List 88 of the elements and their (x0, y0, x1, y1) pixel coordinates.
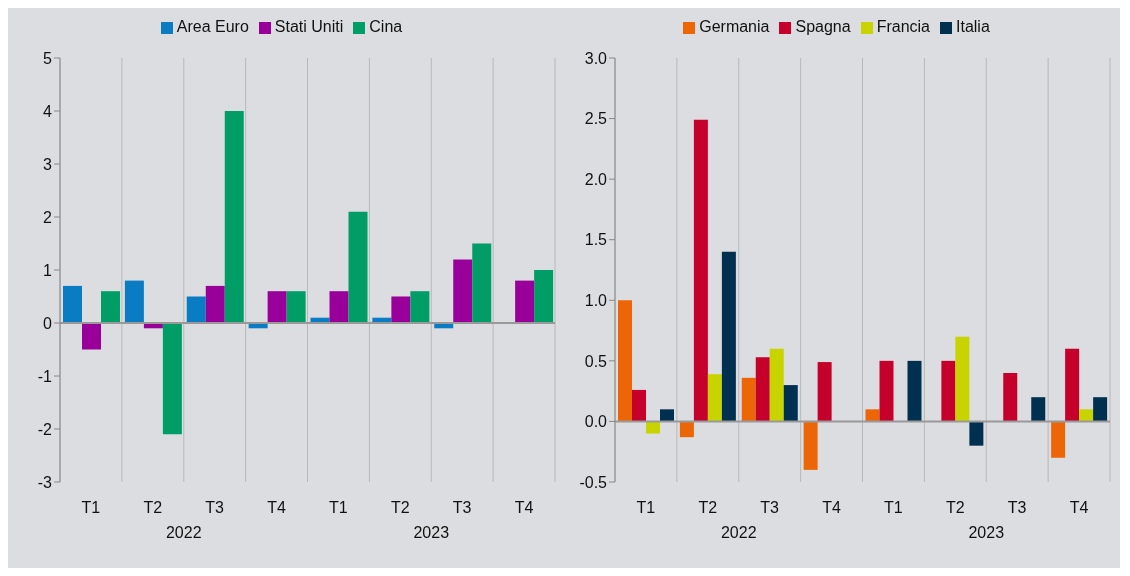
y-tick-label: -2 (37, 420, 53, 438)
bar (205, 285, 225, 323)
y-tick-label: -1 (37, 367, 53, 385)
bar (941, 360, 956, 422)
legend-label: Area Euro (176, 18, 249, 35)
bar (101, 291, 120, 323)
bar (63, 285, 82, 323)
bar (515, 280, 535, 323)
bar (472, 243, 492, 323)
x-tick-label: T2 (143, 499, 163, 517)
bar (267, 291, 287, 323)
bar (741, 377, 756, 422)
bar (707, 374, 722, 422)
bar (632, 389, 646, 422)
y-tick-label: 0.5 (584, 352, 608, 370)
y-tick-label: 1 (43, 261, 53, 279)
bar (1031, 397, 1046, 422)
x-tick-label: T2 (390, 499, 410, 517)
x-tick-label: T2 (698, 499, 718, 517)
bar (410, 291, 430, 323)
x-tick-label: T3 (452, 499, 472, 517)
text: 2022 (719, 524, 758, 542)
y-tick-label: 5 (43, 49, 53, 67)
bar (679, 421, 694, 438)
legend-label: Germania (699, 18, 770, 35)
x-tick-label: T4 (1069, 499, 1089, 517)
legend-label: Cina (369, 18, 403, 35)
bar (162, 323, 182, 435)
bar (534, 270, 554, 323)
bar (186, 296, 206, 323)
x-tick-label: T1 (884, 499, 903, 517)
text: 2023 (412, 524, 451, 542)
bar (646, 421, 660, 434)
x-tick-label: T2 (945, 499, 965, 517)
bar (879, 360, 894, 422)
legend-label: Spagna (795, 18, 851, 35)
x-tick-label: T1 (636, 499, 656, 517)
x-tick-label: T3 (760, 499, 780, 517)
bar (124, 280, 144, 323)
legend-label: Stati Uniti (274, 18, 344, 35)
bar (348, 211, 368, 323)
x-tick-label: T4 (514, 499, 534, 517)
bar (1003, 372, 1018, 422)
bar (660, 409, 674, 422)
y-tick-label: -0.5 (579, 473, 608, 491)
bar (907, 360, 922, 422)
bar (1079, 409, 1094, 422)
bar (329, 291, 349, 323)
bar (969, 421, 984, 446)
x-tick-label: T3 (1007, 499, 1027, 517)
bar (865, 409, 880, 422)
bar (803, 421, 818, 470)
x-tick-label: T4 (822, 499, 841, 517)
bar (693, 119, 708, 422)
y-tick-label: 0 (43, 314, 53, 332)
y-tick-label: 1.0 (584, 291, 608, 309)
bar (769, 348, 784, 422)
y-tick-label: 2 (43, 208, 53, 226)
bar (224, 111, 244, 323)
x-tick-label: T1 (329, 499, 348, 517)
text: 2022 (164, 524, 203, 542)
y-tick-label: 2.5 (584, 110, 608, 128)
bar (721, 251, 736, 422)
x-tick-label: T4 (267, 499, 286, 517)
y-tick-label: 4 (43, 102, 53, 120)
y-tick-label: -3 (37, 473, 53, 491)
bar (1051, 421, 1066, 458)
bar (286, 291, 306, 323)
legend-label: Italia (955, 18, 990, 35)
y-tick-label: 3.0 (584, 49, 608, 67)
bar (783, 385, 798, 422)
text: 2023 (967, 524, 1006, 542)
x-tick-label: T3 (205, 499, 225, 517)
y-tick-label: 3 (43, 155, 53, 173)
bar (817, 362, 832, 422)
legend-label: Francia (876, 18, 930, 35)
y-tick-label: 2.0 (584, 170, 608, 188)
y-tick-label: 1.5 (584, 231, 608, 249)
bar (453, 259, 473, 323)
bar (1065, 348, 1080, 422)
bar (618, 300, 632, 422)
bar (1093, 397, 1108, 422)
y-tick-label: 0.0 (584, 413, 608, 431)
bar (955, 336, 970, 422)
bar (82, 323, 101, 350)
bar (755, 357, 770, 422)
x-tick-label: T1 (81, 499, 101, 517)
bar (391, 296, 411, 323)
